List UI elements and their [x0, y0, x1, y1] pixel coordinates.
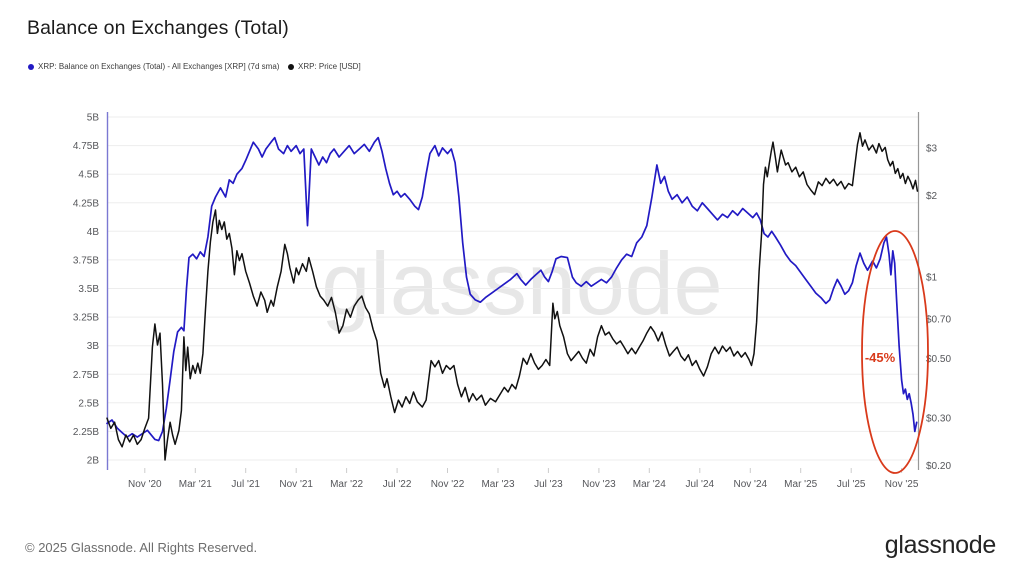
price-series-dot-icon: [288, 63, 294, 70]
y-right-tick-label: $0.50: [926, 354, 951, 365]
y-left-tick-label: 4B: [87, 227, 100, 238]
x-tick-label: Jul '21: [231, 479, 260, 490]
y-left-tick-label: 3.25B: [73, 313, 99, 324]
x-tick-label: Mar '23: [481, 479, 514, 490]
y-left-tick-label: 2.5B: [78, 398, 99, 409]
x-tick-label: Jul '23: [534, 479, 563, 490]
y-left-tick-label: 2.75B: [73, 370, 99, 381]
x-tick-label: Jul '25: [837, 479, 866, 490]
y-right-tick-label: $0.20: [926, 461, 951, 472]
y-right-tick-label: $2: [926, 191, 938, 202]
page-title: Balance on Exchanges (Total): [27, 17, 289, 39]
copyright-text: © 2025 Glassnode. All Rights Reserved.: [25, 540, 258, 555]
legend-item-balance[interactable]: XRP: Balance on Exchanges (Total) - All …: [28, 62, 279, 71]
legend-label-balance: XRP: Balance on Exchanges (Total) - All …: [38, 62, 280, 71]
y-left-tick-label: 3.75B: [73, 255, 99, 266]
drop-highlight-ellipse: [861, 230, 929, 474]
y-left-tick-label: 4.75B: [73, 141, 99, 152]
y-left-tick-label: 4.25B: [73, 198, 99, 209]
x-tick-label: Nov '20: [128, 479, 162, 490]
x-tick-label: Nov '24: [734, 479, 768, 490]
y-left-tick-label: 3.5B: [78, 284, 99, 295]
x-tick-label: Jul '24: [686, 479, 715, 490]
y-right-tick-label: $3: [926, 144, 938, 155]
y-right-tick-label: $0.30: [926, 414, 951, 425]
glassnode-watermark: glassnode: [321, 234, 723, 333]
x-tick-label: Nov '25: [885, 479, 919, 490]
balance-series-dot-icon: [28, 63, 34, 70]
y-right-tick-label: $1: [926, 273, 938, 284]
y-left-tick-label: 5B: [87, 113, 100, 124]
x-tick-label: Nov '23: [582, 479, 616, 490]
y-left-tick-label: 2.25B: [73, 427, 99, 438]
x-tick-label: Mar '24: [633, 479, 666, 490]
y-left-tick-label: 4.5B: [78, 170, 99, 181]
legend-item-price[interactable]: XRP: Price [USD]: [288, 62, 361, 71]
y-left-tick-label: 3B: [87, 341, 100, 352]
x-tick-label: Jul '22: [383, 479, 412, 490]
x-tick-label: Nov '22: [431, 479, 465, 490]
x-tick-label: Mar '21: [179, 479, 212, 490]
y-right-tick-label: $0.70: [926, 314, 951, 325]
y-left-tick-label: 2B: [87, 456, 100, 467]
x-tick-label: Nov '21: [279, 479, 313, 490]
x-tick-label: Mar '25: [784, 479, 817, 490]
legend-label-price: XRP: Price [USD]: [298, 62, 361, 71]
drop-percentage-annotation: -45%: [864, 350, 896, 365]
glassnode-logo: glassnode: [884, 531, 997, 559]
balance-series-line: [106, 136, 918, 442]
x-tick-label: Mar '22: [330, 479, 363, 490]
price-series-line: [106, 132, 919, 461]
